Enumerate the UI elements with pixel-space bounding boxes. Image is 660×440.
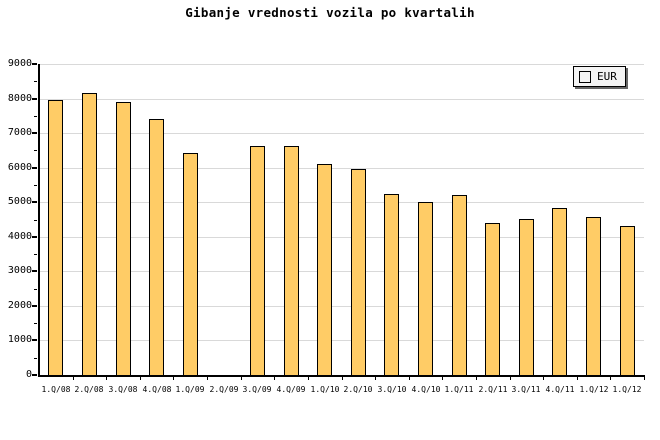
x-tick-label: 2.Q/08 [74,385,104,394]
y-axis-major-tick [32,132,37,134]
x-tick-label: 1.Q/12 [579,385,609,394]
y-axis-minor-tick [34,289,37,290]
y-axis-minor-tick [34,254,37,255]
x-axis-tick [610,375,611,380]
x-tick-label: 4.Q/08 [142,385,172,394]
y-axis-line [38,64,40,377]
y-axis-major-tick [32,339,37,341]
x-tick-label: 4.Q/10 [411,385,441,394]
y-axis-major-tick [32,270,37,272]
bar [586,217,601,375]
bar [250,146,265,375]
x-axis-tick [140,375,141,380]
gridline [39,306,644,307]
y-axis-major-tick [32,374,37,376]
x-axis-tick [644,375,645,380]
gridline [39,237,644,238]
x-axis-tick [73,375,74,380]
bar [82,93,97,375]
y-axis-major-tick [32,63,37,65]
y-axis-minor-tick [34,150,37,151]
bar [452,195,467,375]
x-axis-tick [342,375,343,380]
y-tick-label: 5000 [7,196,32,207]
x-axis-tick [308,375,309,380]
y-tick-label: 9000 [7,58,32,69]
x-tick-label: 3.Q/11 [511,385,541,394]
bar [48,100,63,375]
bar [552,208,567,375]
x-tick-label: 1.Q/11 [444,385,474,394]
x-tick-label: 1.Q/08 [41,385,71,394]
y-axis-major-tick [32,98,37,100]
x-axis-line [38,375,644,377]
y-tick-label: 4000 [7,231,32,242]
x-axis-tick [207,375,208,380]
y-axis-minor-tick [34,81,37,82]
x-axis-tick [409,375,410,380]
x-axis-tick [241,375,242,380]
bar [149,119,164,375]
x-axis-tick [476,375,477,380]
x-tick-label: 1.Q/12 [612,385,642,394]
x-tick-label: 2.Q/10 [343,385,373,394]
x-tick-label: 4.Q/11 [545,385,575,394]
legend: EUR [573,66,626,87]
bar [351,169,366,375]
gridline [39,340,644,341]
gridline [39,168,644,169]
y-axis-minor-tick [34,185,37,186]
x-tick-label: 1.Q/09 [175,385,205,394]
y-tick-label: 0 [25,369,32,380]
x-axis-tick [543,375,544,380]
x-tick-label: 4.Q/09 [276,385,306,394]
y-tick-label: 7000 [7,127,32,138]
legend-label: EUR [597,69,617,83]
y-axis-minor-tick [34,220,37,221]
y-tick-label: 3000 [7,265,32,276]
bar [317,164,332,375]
bar [418,202,433,375]
gridline [39,99,644,100]
x-axis-tick [274,375,275,380]
bar [116,102,131,375]
x-axis-tick [173,375,174,380]
x-tick-label: 2.Q/11 [478,385,508,394]
y-axis-major-tick [32,167,37,169]
y-axis-minor-tick [34,116,37,117]
gridline [39,271,644,272]
bar [485,223,500,375]
y-axis-minor-tick [34,358,37,359]
x-tick-label: 1.Q/10 [310,385,340,394]
y-tick-label: 8000 [7,93,32,104]
bar [519,219,534,375]
gridline [39,202,644,203]
x-tick-label: 2.Q/09 [209,385,239,394]
x-tick-label: 3.Q/08 [108,385,138,394]
y-axis-minor-tick [34,323,37,324]
y-tick-label: 2000 [7,300,32,311]
gridline [39,133,644,134]
y-tick-label: 1000 [7,334,32,345]
legend-swatch-eur [579,70,591,83]
gridline [39,64,644,65]
y-axis-major-tick [32,236,37,238]
x-axis-tick [106,375,107,380]
bar [384,194,399,375]
bar [620,226,635,375]
y-axis-major-tick [32,201,37,203]
bar [284,146,299,375]
x-tick-label: 3.Q/09 [242,385,272,394]
y-axis-major-tick [32,305,37,307]
chart-title: Gibanje vrednosti vozila po kvartalih [185,5,475,20]
x-axis-tick [375,375,376,380]
y-tick-label: 6000 [7,162,32,173]
x-axis-tick [510,375,511,380]
x-axis-tick [577,375,578,380]
x-axis-tick [442,375,443,380]
x-tick-label: 3.Q/10 [377,385,407,394]
bar [183,153,198,375]
